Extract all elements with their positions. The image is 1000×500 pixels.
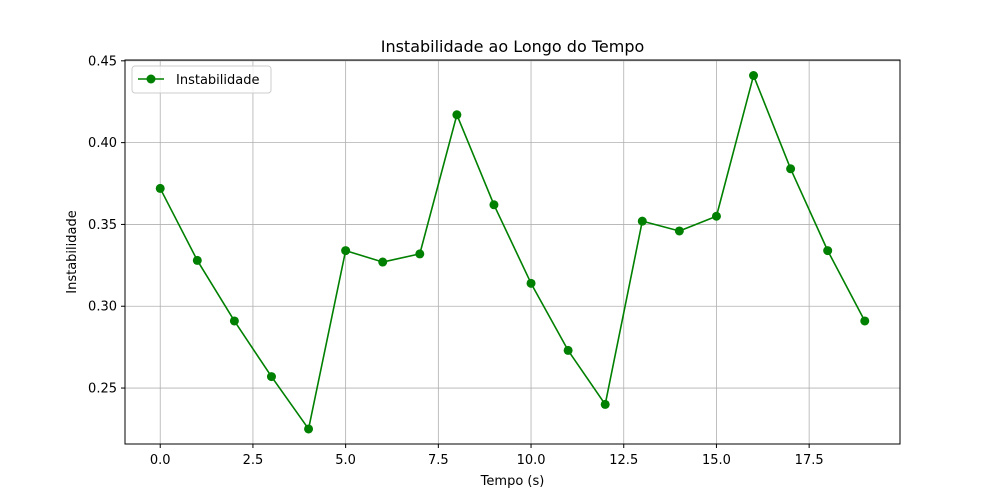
x-tick-label: 12.5 <box>609 453 638 468</box>
x-axis-ticks: 0.0 2.5 5.0 7.5 10.0 12.5 15.0 17.5 <box>150 444 824 468</box>
data-point <box>711 211 721 221</box>
data-point <box>415 249 425 259</box>
data-point <box>489 200 499 210</box>
y-tick-label: 0.25 <box>88 382 117 397</box>
data-point <box>526 278 536 288</box>
y-tick-label: 0.30 <box>88 300 117 315</box>
data-points <box>155 71 870 434</box>
data-point <box>341 246 351 256</box>
data-point <box>229 316 239 326</box>
x-tick-label: 5.0 <box>335 453 356 468</box>
data-point <box>304 424 314 434</box>
x-tick-label: 15.0 <box>702 453 731 468</box>
legend-entry-label: Instabilidade <box>176 73 259 88</box>
x-tick-label: 2.5 <box>243 453 264 468</box>
y-axis-label: Instabilidade <box>65 210 80 293</box>
data-point <box>266 372 276 382</box>
x-tick-label: 10.0 <box>517 453 546 468</box>
data-point <box>192 255 202 265</box>
legend-marker-swatch <box>146 74 156 84</box>
y-tick-label: 0.35 <box>88 218 117 233</box>
x-tick-label: 0.0 <box>150 453 171 468</box>
data-point <box>452 110 462 120</box>
series-line-layer <box>159 74 866 430</box>
data-point <box>378 257 388 267</box>
data-point <box>637 216 647 226</box>
data-point <box>563 345 573 355</box>
legend: Instabilidade <box>131 65 272 94</box>
x-tick-label: 7.5 <box>428 453 449 468</box>
plot-area-frame <box>124 59 901 445</box>
y-tick-label: 0.40 <box>88 136 117 151</box>
legend-box <box>131 65 272 94</box>
chart-title: Instabilidade ao Longo do Tempo <box>381 37 645 56</box>
data-point <box>155 183 165 193</box>
data-point <box>600 399 610 409</box>
series-line <box>159 74 866 430</box>
data-point <box>786 164 796 174</box>
data-point <box>823 246 833 256</box>
x-tick-label: 17.5 <box>795 453 824 468</box>
x-axis-label: Tempo (s) <box>480 474 545 489</box>
y-axis-ticks: 0.25 0.30 0.35 0.40 0.45 <box>88 54 125 397</box>
data-point <box>674 226 684 236</box>
data-point <box>860 316 870 326</box>
data-point <box>749 71 759 81</box>
y-tick-label: 0.45 <box>88 54 117 69</box>
